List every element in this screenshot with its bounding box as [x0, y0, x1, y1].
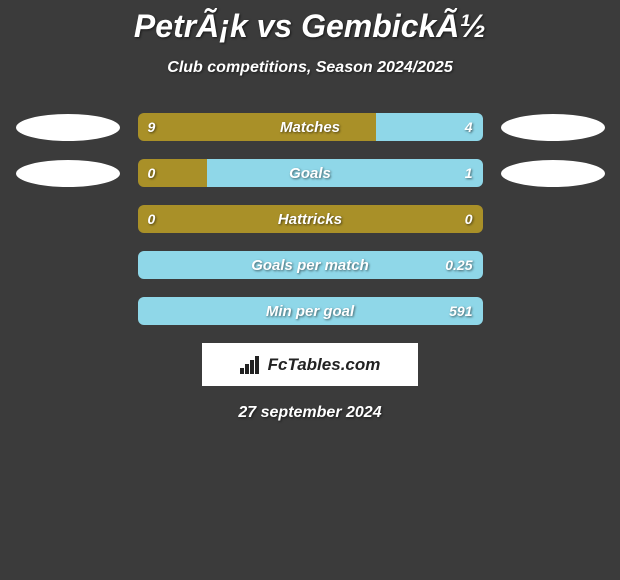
brand-badge: FcTables.com	[202, 343, 418, 386]
stat-row: 01Goals	[0, 159, 620, 187]
player-right-marker	[501, 114, 605, 141]
bar-segment-right	[138, 251, 483, 279]
subtitle: Club competitions, Season 2024/2025	[0, 59, 620, 77]
date-line: 27 september 2024	[0, 404, 620, 422]
stat-row: 00Hattricks	[0, 205, 620, 233]
stat-rows: 94Matches 01Goals 00Hattricks 0.25Goals per…	[0, 113, 620, 325]
stat-row: 591Min per goal	[0, 297, 620, 325]
stat-bar: 00Hattricks	[138, 205, 483, 233]
bar-segment-left	[138, 205, 483, 233]
bar-segment-left	[138, 159, 207, 187]
stat-bar: 94Matches	[138, 113, 483, 141]
page-title: PetrÃ¡k vs GembickÃ½	[0, 0, 620, 45]
stat-row: 94Matches	[0, 113, 620, 141]
player-left-marker	[16, 114, 120, 141]
player-right-marker	[501, 160, 605, 187]
stat-bar: 591Min per goal	[138, 297, 483, 325]
stat-bar: 01Goals	[138, 159, 483, 187]
bar-segment-right	[207, 159, 483, 187]
player-left-marker	[16, 160, 120, 187]
bar-segment-right	[376, 113, 483, 141]
stat-row: 0.25Goals per match	[0, 251, 620, 279]
stat-bar: 0.25Goals per match	[138, 251, 483, 279]
bar-chart-icon	[240, 356, 262, 374]
bar-segment-right	[138, 297, 483, 325]
bar-segment-left	[138, 113, 376, 141]
brand-text: FcTables.com	[268, 355, 381, 375]
